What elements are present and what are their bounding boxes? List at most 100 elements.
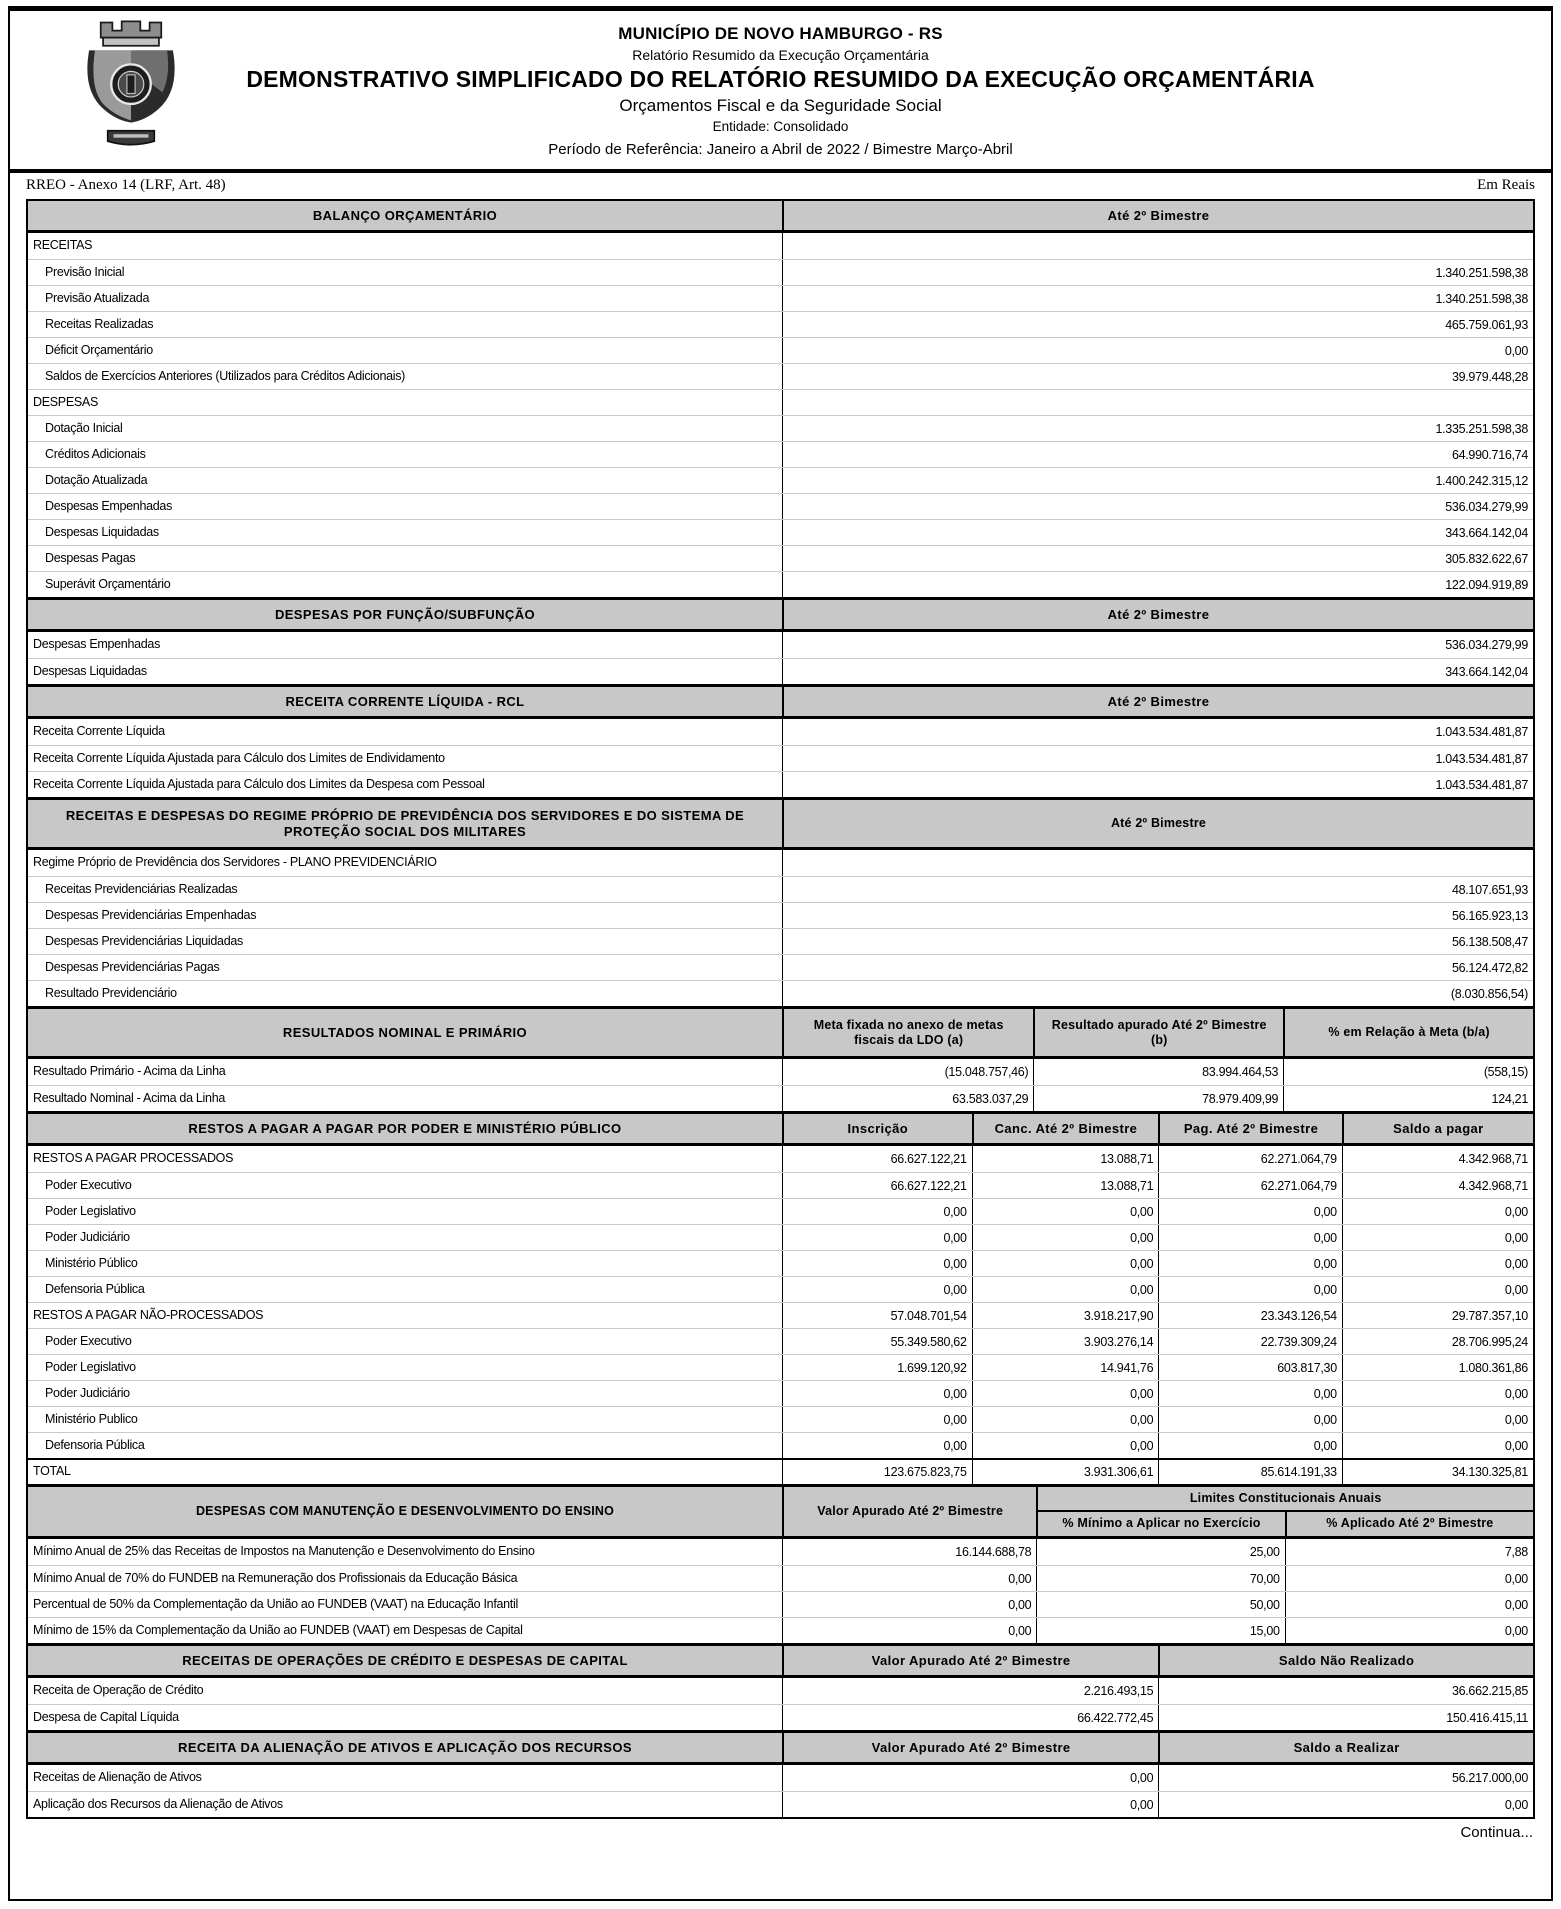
table-row: Percentual de 50% da Complementação da U… [28, 1591, 1533, 1617]
table-row: RESTOS A PAGAR NÃO-PROCESSADOS 57.048.701… [28, 1302, 1533, 1328]
row-value: 0,00 [971, 1225, 1159, 1250]
table-section: RESULTADOS NOMINAL E PRIMÁRIO Meta fixada… [28, 1006, 1533, 1111]
row-value: 13.088,71 [971, 1173, 1159, 1198]
section-title: RESULTADOS NOMINAL E PRIMÁRIO [282, 1024, 528, 1040]
section-title: DESPESAS COM MANUTENÇÃO E DESENVOLVIMENT… [195, 1504, 615, 1518]
table-row: Receita de Operação de Crédito 2.216.493,… [28, 1678, 1533, 1704]
row-value: 70,00 [1036, 1566, 1284, 1591]
row-label: Receita Corrente Líquida Ajustada para C… [33, 750, 445, 765]
row-value: 36.662.215,85 [1158, 1678, 1533, 1704]
entity-label: Entidade: Consolidado [712, 119, 849, 134]
row-value: 0,00 [1341, 1251, 1533, 1276]
row-value: 13.088,71 [971, 1146, 1159, 1172]
table-section: DESPESAS POR FUNÇÃO/SUBFUNÇÃO Até 2º Bime… [28, 597, 1533, 684]
row-value: 66.422.772,45 [782, 1705, 1158, 1730]
table-row: RESTOS A PAGAR PROCESSADOS 66.627.122,21 1… [28, 1146, 1533, 1172]
table-row: Ministério Público 0,00 0,00 0,00 0,00 [28, 1250, 1533, 1276]
row-value: 124,21 [1283, 1086, 1533, 1111]
row-value: 0,00 [782, 1618, 1036, 1643]
table-row: Poder Legislativo 1.699.120,92 14.941,76 60… [28, 1354, 1533, 1380]
row-label: Ministério Publico [45, 1411, 138, 1426]
table-section: RECEITA DA ALIENAÇÃO DE ATIVOS E APLICAÇ… [28, 1730, 1533, 1817]
row-value: 0,00 [971, 1433, 1159, 1458]
row-value: 0,00 [782, 1407, 972, 1432]
section-header: RECEITAS DE OPERAÇÕES DE CRÉDITO E DESPE… [28, 1646, 1533, 1678]
row-label: Receitas Previdenciárias Realizadas [45, 881, 238, 896]
row-label: Déficit Orçamentário [45, 342, 153, 357]
column-header: Valor Apurado Até 2º Bimestre [782, 1487, 1036, 1536]
column-header: Até 2º Bimestre [782, 687, 1533, 716]
row-label: Poder Legislativo [45, 1359, 136, 1374]
row-value: 0,00 [971, 1381, 1159, 1406]
column-header: Resultado apurado Até 2º Bimestre (b) [1033, 1009, 1283, 1056]
row-label: DESPESAS [33, 394, 98, 409]
row-label: RESTOS A PAGAR NÃO-PROCESSADOS [33, 1307, 264, 1322]
row-value: 57.048.701,54 [782, 1303, 972, 1328]
row-value [782, 390, 1533, 415]
row-label: Mínimo Anual de 25% das Receitas de Impo… [33, 1544, 535, 1559]
row-label: Despesas Empenhadas [33, 637, 161, 652]
row-value: 3.918.217,90 [971, 1303, 1159, 1328]
row-label: Mínimo Anual de 70% do FUNDEB na Remuner… [33, 1570, 518, 1585]
row-value: 16.144.688,78 [782, 1539, 1036, 1565]
table-row: Aplicação dos Recursos da Alienação de A… [28, 1791, 1533, 1817]
row-label: Percentual de 50% da Complementação da U… [33, 1596, 518, 1611]
row-value: 22.739.309,24 [1158, 1329, 1342, 1354]
row-value: 56.124.472,82 [782, 955, 1533, 980]
row-value: 48.107.651,93 [782, 877, 1533, 902]
row-value: 0,00 [971, 1251, 1159, 1276]
section-header: DESPESAS POR FUNÇÃO/SUBFUNÇÃO Até 2º Bime… [28, 600, 1533, 632]
row-value: 0,00 [1158, 1251, 1342, 1276]
column-group-header: Limites Constitucionais Anuais [1036, 1487, 1533, 1512]
row-value: 64.990.716,74 [782, 442, 1533, 467]
table-row: Receitas Realizadas 465.759.061,93 [28, 311, 1533, 337]
row-value: 0,00 [1341, 1277, 1533, 1302]
header-divider [10, 169, 1551, 173]
table-row: Defensoria Pública 0,00 0,00 0,00 0,00 [28, 1276, 1533, 1302]
row-value: 1.340.251.598,38 [782, 260, 1533, 285]
row-value: 23.343.126,54 [1158, 1303, 1342, 1328]
row-value [782, 850, 1533, 876]
row-label: Receitas Realizadas [45, 316, 154, 331]
table-row: Despesas Previdenciárias Empenhadas 56.16… [28, 902, 1533, 928]
row-value: 536.034.279,99 [782, 494, 1533, 519]
row-value: 14.941,76 [971, 1355, 1159, 1380]
row-value: 62.271.064,79 [1158, 1146, 1342, 1172]
report-sheet: MUNICÍPIO DE NOVO HAMBURGO - RS Relatóri… [8, 6, 1553, 1901]
column-header: Inscrição [782, 1114, 972, 1143]
section-title: DESPESAS POR FUNÇÃO/SUBFUNÇÃO [274, 606, 536, 622]
row-value: 1.400.242.315,12 [782, 468, 1533, 493]
row-value: 1.335.251.598,38 [782, 416, 1533, 441]
row-value: 4.342.968,71 [1341, 1146, 1533, 1172]
section-header: RECEITA DA ALIENAÇÃO DE ATIVOS E APLICAÇ… [28, 1733, 1533, 1765]
row-value: 2.216.493,15 [782, 1678, 1158, 1704]
row-label: Créditos Adicionais [45, 446, 146, 461]
row-value: 0,00 [782, 1381, 972, 1406]
row-label: Regime Próprio de Previdência dos Servid… [33, 855, 437, 870]
table-row: Receita Corrente Líquida 1.043.534.481,87 [28, 719, 1533, 745]
row-value: 123.675.823,75 [782, 1460, 972, 1484]
row-value: 0,00 [1158, 1199, 1342, 1224]
table-row: TOTAL 123.675.823,75 3.931.306,61 85.614.19… [28, 1458, 1533, 1484]
section-header: BALANÇO ORÇAMENTÁRIO Até 2º Bimestre [28, 201, 1533, 233]
row-value: 0,00 [1158, 1381, 1342, 1406]
row-value: 4.342.968,71 [1341, 1173, 1533, 1198]
row-label: Saldos de Exercícios Anteriores (Utiliza… [45, 368, 406, 383]
table-row: Mínimo de 15% da Complementação da União… [28, 1617, 1533, 1643]
row-value: 0,00 [782, 1277, 972, 1302]
table-row: Despesas Empenhadas 536.034.279,99 [28, 493, 1533, 519]
table-row: Poder Executivo 66.627.122,21 13.088,71 62.… [28, 1172, 1533, 1198]
meta-line: RREO - Anexo 14 (LRF, Art. 48) Em Reais [10, 173, 1551, 197]
section-header: RECEITA CORRENTE LÍQUIDA - RCL Até 2º Bim… [28, 687, 1533, 719]
table-row: Despesas Pagas 305.832.622,67 [28, 545, 1533, 571]
row-label: Receita Corrente Líquida [33, 724, 165, 739]
table-section: RECEITA CORRENTE LÍQUIDA - RCL Até 2º Bim… [28, 684, 1533, 797]
row-value: 56.217.000,00 [1158, 1765, 1533, 1791]
row-label: Dotação Atualizada [45, 472, 148, 487]
annex-reference: RREO - Anexo 14 (LRF, Art. 48) [26, 177, 226, 193]
table-row: Receita Corrente Líquida Ajustada para C… [28, 745, 1533, 771]
row-value: 63.583.037,29 [782, 1086, 1033, 1111]
table-row: Créditos Adicionais 64.990.716,74 [28, 441, 1533, 467]
row-value: 1.699.120,92 [782, 1355, 972, 1380]
column-header: Saldo a pagar [1341, 1114, 1533, 1143]
